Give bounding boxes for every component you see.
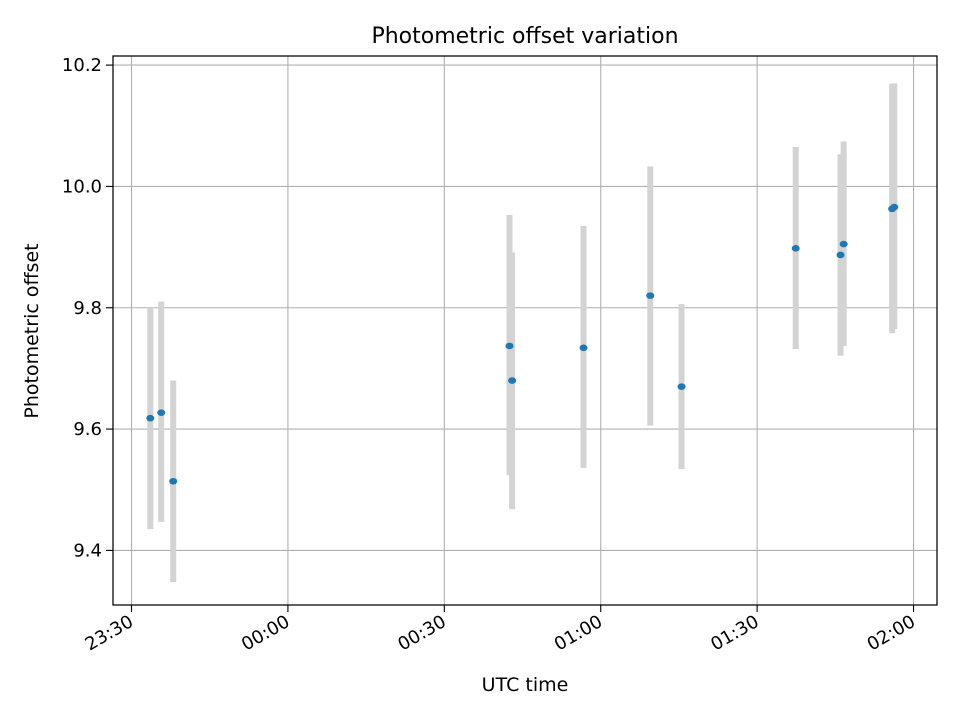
data-point [579,344,588,352]
y-tick-label: 10.2 [62,55,102,76]
y-tick-label: 9.8 [73,298,102,319]
data-point [839,240,848,248]
data-point [146,414,155,422]
y-tick-label: 10.0 [62,176,102,197]
grid-layer [113,56,937,605]
chart-title: Photometric offset variation [371,24,678,49]
data-point [505,342,514,350]
data-point [890,203,899,211]
data-point [836,251,845,259]
y-axis-ticks: 9.4 9.6 9.8 10.0 10.2 [62,55,113,561]
data-point [646,292,655,299]
data-points [146,203,899,485]
y-tick-label: 9.4 [73,540,102,561]
data-point [791,245,800,252]
y-tick-label: 9.6 [73,419,102,440]
data-point [508,377,517,384]
y-axis-label: Photometric offset [21,243,43,418]
x-axis-label: UTC time [482,674,569,696]
data-point [157,409,166,416]
plot-frame [112,55,938,606]
data-point [169,477,178,485]
data-point [677,383,686,390]
